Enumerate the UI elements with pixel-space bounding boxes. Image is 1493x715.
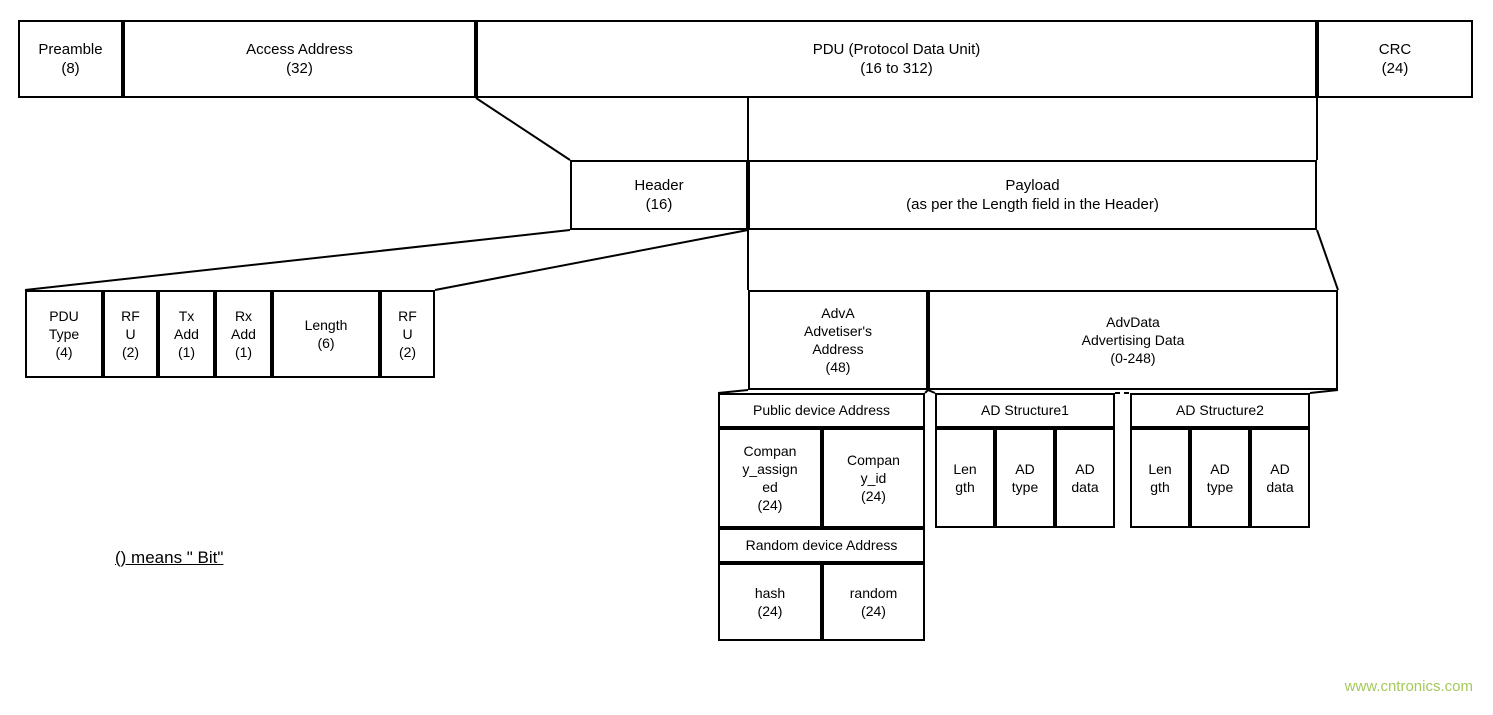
header-ad-structure-1: AD Structure1	[935, 393, 1115, 428]
label: AD Structure2	[1176, 401, 1264, 419]
watermark: www.cntronics.com	[1345, 678, 1473, 695]
l2: type	[1207, 478, 1233, 496]
field-ads1-data: AD data	[1055, 428, 1115, 528]
l2: gth	[955, 478, 974, 496]
l1: AD	[1015, 460, 1034, 478]
field-ads1-type: AD type	[995, 428, 1055, 528]
l1: AD	[1270, 460, 1289, 478]
field-ads2-type: AD type	[1190, 428, 1250, 528]
l1: AD	[1075, 460, 1094, 478]
l2: data	[1266, 478, 1293, 496]
connector-advdata-to-ads	[0, 0, 1493, 715]
l2: gth	[1150, 478, 1169, 496]
field-ads2-data: AD data	[1250, 428, 1310, 528]
l1: Len	[1148, 460, 1171, 478]
legend-note: () means " Bit"	[115, 548, 223, 568]
l2: data	[1071, 478, 1098, 496]
label: AD Structure1	[981, 401, 1069, 419]
header-ad-structure-2: AD Structure2	[1130, 393, 1310, 428]
l2: type	[1012, 478, 1038, 496]
l1: Len	[953, 460, 976, 478]
l1: AD	[1210, 460, 1229, 478]
field-ads1-length: Len gth	[935, 428, 995, 528]
field-ads2-length: Len gth	[1130, 428, 1190, 528]
